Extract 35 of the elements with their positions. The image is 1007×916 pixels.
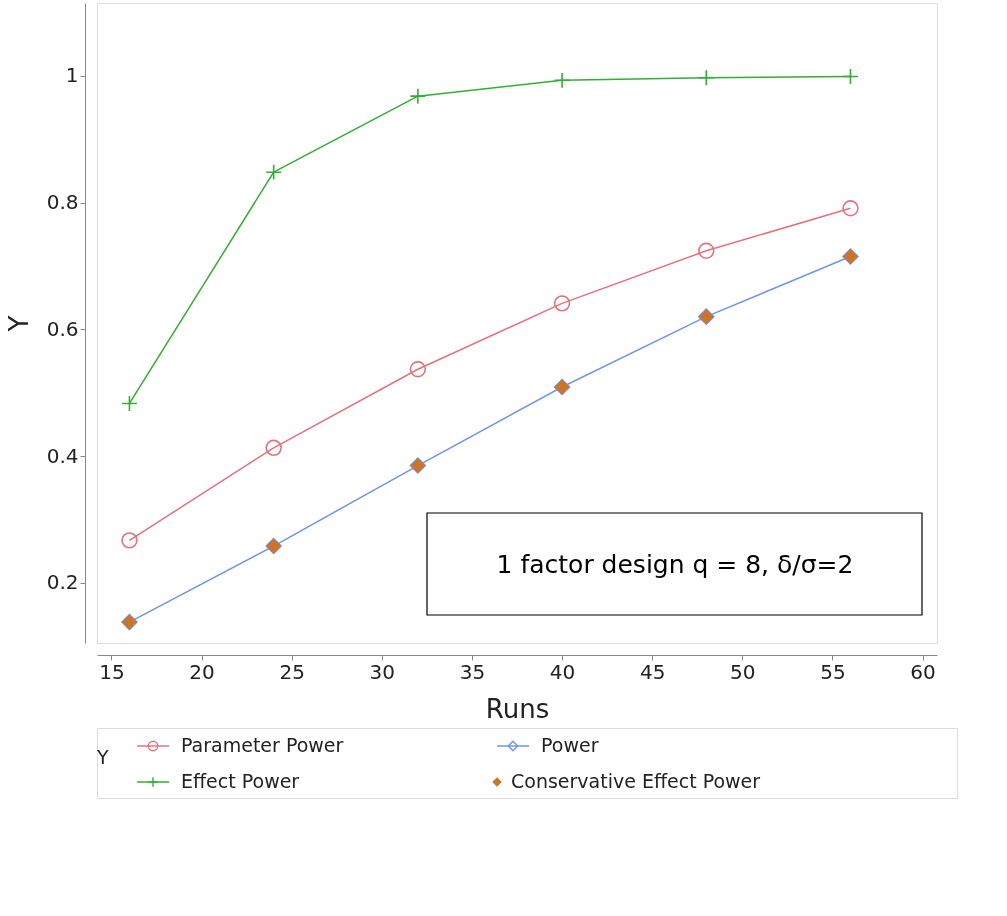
x-axis-title: Runs: [485, 693, 550, 724]
x-tick-label: 45: [639, 659, 666, 684]
y-tick-label: 0.6: [46, 316, 79, 341]
x-tick-label: 60: [910, 659, 936, 684]
legend-label: Power: [541, 734, 599, 756]
annotation: 1 factor design q = 8, δ/σ=2: [496, 550, 854, 579]
point: [842, 200, 859, 217]
point: [842, 68, 859, 85]
legend-label: Conservative Effect Power: [511, 770, 761, 792]
point: [698, 242, 715, 259]
legend-title: Y: [96, 746, 109, 768]
point: [409, 87, 427, 105]
point: [553, 295, 571, 312]
y-axis-title: Y: [3, 315, 34, 333]
point: [698, 69, 715, 86]
x-tick-label: 25: [279, 659, 305, 684]
y-tick-label: 0.8: [46, 190, 79, 215]
x-tick-label: 15: [99, 659, 125, 684]
legend-label: Effect Power: [181, 770, 300, 792]
point: [265, 163, 282, 181]
x-tick-label: 40: [549, 659, 576, 684]
point: [409, 361, 427, 378]
point: [121, 395, 138, 412]
y-tick-label: 0.2: [46, 570, 79, 595]
x-tick-label: 30: [369, 659, 396, 684]
y-tick-label: 0.4: [46, 443, 79, 468]
y-tick-label: 1: [65, 63, 79, 88]
point: [553, 72, 571, 89]
x-tick-label: 20: [189, 659, 215, 684]
legend-label: Parameter Power: [181, 734, 344, 756]
point: [121, 532, 138, 549]
x-tick-label: 50: [730, 659, 756, 684]
point: [265, 439, 282, 457]
x-tick-label: 35: [459, 659, 486, 684]
x-tick-label: 55: [820, 659, 846, 684]
